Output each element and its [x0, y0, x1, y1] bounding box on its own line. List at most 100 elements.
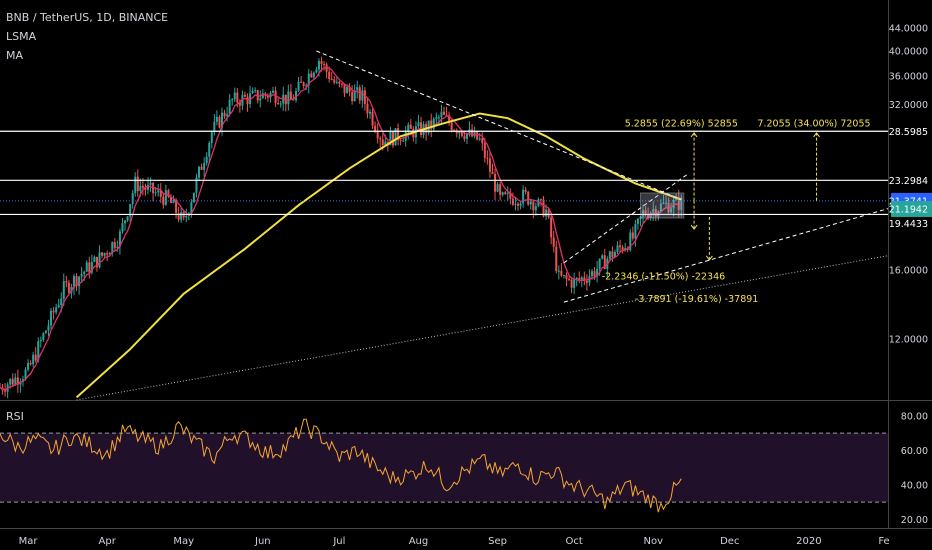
candle[interactable]	[9, 378, 12, 385]
candle[interactable]	[39, 339, 42, 342]
candle[interactable]	[261, 93, 264, 99]
candle[interactable]	[147, 184, 149, 190]
candle[interactable]	[210, 132, 213, 143]
candle[interactable]	[409, 124, 412, 129]
candle[interactable]	[499, 184, 502, 195]
candle[interactable]	[496, 184, 499, 192]
candle[interactable]	[430, 120, 433, 129]
candle[interactable]	[67, 282, 70, 293]
candle[interactable]	[11, 378, 14, 385]
candle[interactable]	[532, 201, 535, 211]
candle[interactable]	[226, 114, 229, 117]
candle[interactable]	[126, 216, 129, 221]
candle[interactable]	[338, 81, 341, 84]
candle[interactable]	[52, 310, 55, 313]
candle[interactable]	[305, 85, 308, 87]
candle[interactable]	[269, 92, 272, 98]
candle[interactable]	[613, 251, 616, 258]
candle[interactable]	[575, 277, 578, 280]
candle[interactable]	[670, 208, 673, 213]
candle[interactable]	[113, 242, 116, 248]
candle[interactable]	[598, 258, 601, 269]
candle[interactable]	[366, 103, 369, 114]
candle[interactable]	[440, 111, 443, 118]
candle[interactable]	[501, 192, 504, 195]
candle[interactable]	[14, 377, 17, 385]
candle[interactable]	[455, 130, 458, 134]
candle[interactable]	[83, 271, 86, 275]
candle[interactable]	[124, 220, 127, 224]
candle[interactable]	[402, 140, 405, 142]
candle[interactable]	[198, 166, 201, 178]
candle[interactable]	[680, 197, 683, 210]
candle[interactable]	[213, 121, 216, 133]
candle[interactable]	[534, 205, 537, 211]
candle[interactable]	[611, 251, 614, 258]
candle[interactable]	[190, 202, 193, 214]
candle[interactable]	[292, 99, 295, 101]
candle[interactable]	[95, 256, 98, 268]
candle[interactable]	[103, 253, 106, 256]
candle[interactable]	[121, 223, 124, 232]
candle[interactable]	[522, 189, 525, 204]
candle[interactable]	[450, 122, 453, 131]
candle[interactable]	[315, 69, 318, 73]
candle[interactable]	[460, 131, 463, 137]
candle[interactable]	[672, 199, 675, 209]
candle[interactable]	[547, 209, 550, 218]
candle[interactable]	[55, 307, 58, 313]
candle[interactable]	[62, 281, 65, 299]
candle[interactable]	[34, 354, 37, 361]
candle[interactable]	[659, 203, 662, 212]
candle[interactable]	[443, 111, 445, 115]
candle[interactable]	[236, 92, 239, 103]
consolidation-box[interactable]	[639, 192, 685, 219]
candle[interactable]	[652, 208, 655, 213]
candle[interactable]	[29, 362, 32, 365]
candle[interactable]	[517, 203, 519, 206]
candle[interactable]	[478, 138, 481, 140]
candle[interactable]	[144, 187, 147, 190]
candle[interactable]	[274, 90, 277, 103]
candle[interactable]	[259, 98, 262, 101]
candle[interactable]	[136, 176, 139, 192]
candle[interactable]	[231, 99, 234, 101]
candle[interactable]	[37, 341, 40, 361]
candle[interactable]	[203, 163, 206, 170]
candle[interactable]	[573, 279, 576, 288]
candle[interactable]	[471, 129, 474, 137]
trendline[interactable]	[316, 50, 682, 200]
candle[interactable]	[353, 90, 356, 102]
candle[interactable]	[371, 111, 374, 126]
indicator-lsma-label[interactable]: LSMA	[6, 30, 37, 43]
candle[interactable]	[619, 245, 622, 248]
candle[interactable]	[557, 270, 560, 272]
candle[interactable]	[185, 216, 188, 218]
candle[interactable]	[509, 192, 512, 199]
candle[interactable]	[90, 261, 93, 273]
candle[interactable]	[437, 117, 440, 119]
indicator-ma-label[interactable]: MA	[6, 49, 24, 62]
candle[interactable]	[149, 182, 152, 185]
candle[interactable]	[603, 255, 606, 269]
candle[interactable]	[631, 232, 634, 239]
candle[interactable]	[215, 116, 218, 122]
candle[interactable]	[169, 196, 172, 203]
candle[interactable]	[624, 248, 627, 251]
candle[interactable]	[154, 192, 157, 194]
candle[interactable]	[98, 252, 101, 268]
candle[interactable]	[317, 61, 320, 70]
candle[interactable]	[238, 102, 241, 106]
candle[interactable]	[4, 390, 7, 392]
candle[interactable]	[328, 71, 331, 80]
candle[interactable]	[453, 130, 456, 132]
candle[interactable]	[555, 246, 558, 272]
candle[interactable]	[108, 253, 111, 255]
candle[interactable]	[397, 128, 400, 141]
candle[interactable]	[300, 81, 303, 83]
candle[interactable]	[50, 310, 53, 326]
candle[interactable]	[435, 117, 438, 119]
candle[interactable]	[32, 354, 35, 365]
candle[interactable]	[491, 171, 494, 175]
